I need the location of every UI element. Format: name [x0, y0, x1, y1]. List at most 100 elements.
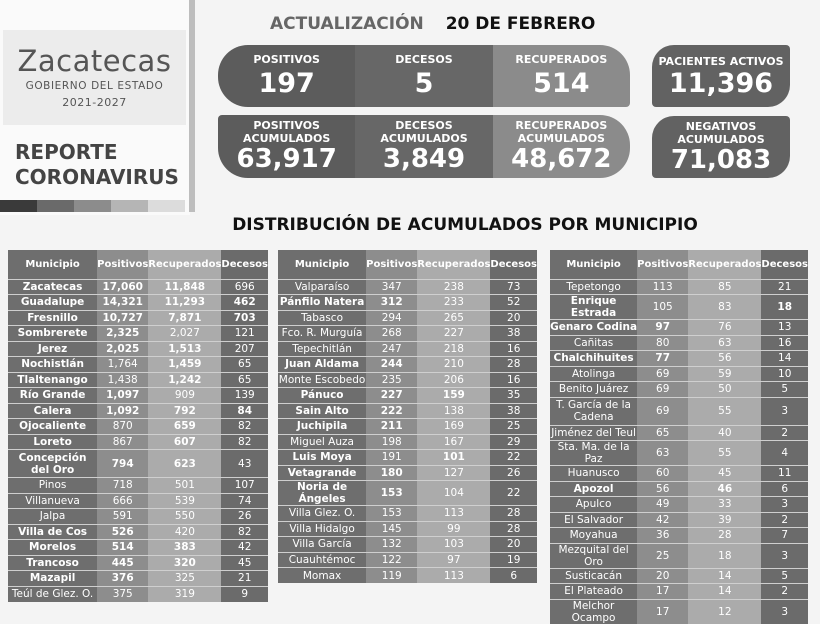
table-row: Nochistlán 1,764 1,459 65 [8, 356, 268, 372]
cell-recuperados: 210 [417, 356, 491, 372]
header-row: Municipio Positivos Recuperados Decesos [8, 250, 268, 279]
color-swatch [111, 200, 148, 212]
cell-municipio: Pánfilo Natera [278, 294, 367, 310]
cell-municipio: Villa García [278, 536, 367, 552]
cell-decesos: 43 [221, 449, 268, 478]
cell-decesos: 10 [761, 365, 808, 382]
cell-decesos: 16 [490, 340, 537, 357]
cell-recuperados: 56 [688, 350, 762, 366]
cell-recuperados: 45 [688, 465, 762, 481]
table-row: Ojocaliente 870 659 82 [8, 418, 268, 434]
cell-decesos: 16 [761, 334, 808, 351]
cell-positivos: 1,764 [97, 356, 149, 372]
stat-value: 71,083 [670, 145, 772, 175]
cell-municipio: Luis Moya [278, 449, 367, 465]
cell-recuperados: 1,242 [148, 371, 222, 388]
cell-municipio: Genaro Codina [550, 319, 638, 335]
municipality-table-3: Municipio Positivos Recuperados Decesos Tepe… [550, 250, 808, 624]
table-row: Tepechitlán 247 218 16 [278, 340, 537, 357]
column-header-recuperados: Recuperados [417, 250, 491, 279]
cell-municipio: Huanusco [550, 465, 638, 481]
stat-value: 197 [258, 68, 315, 99]
cell-positivos: 132 [366, 536, 418, 552]
table-row: Cuauhtémoc 122 97 19 [278, 551, 537, 568]
table-row: T. García de la Cadena 69 55 3 [550, 396, 808, 425]
cell-recuperados: 792 [148, 402, 222, 419]
cell-municipio: Tabasco [278, 309, 367, 326]
cell-positivos: 105 [637, 294, 689, 320]
table-row: El Plateado 17 14 2 [550, 583, 808, 599]
cell-municipio: Jiménez del Teul [550, 424, 638, 441]
table-row: Jalpa 591 550 26 [8, 508, 268, 524]
cell-decesos: 38 [490, 402, 537, 419]
table-row: Villa de Cos 526 420 82 [8, 523, 268, 540]
cell-recuperados: 7,871 [148, 309, 222, 326]
cell-recuperados: 104 [417, 480, 491, 506]
cell-decesos: 139 [221, 387, 268, 403]
cell-recuperados: 18 [688, 542, 762, 568]
cell-positivos: 180 [366, 464, 418, 481]
cell-decesos: 29 [490, 433, 537, 450]
cell-positivos: 17 [637, 583, 689, 599]
cell-municipio: Tlaltenango [8, 371, 98, 388]
cell-positivos: 80 [637, 334, 689, 351]
cell-municipio: Fresnillo [8, 309, 98, 326]
cell-positivos: 2,325 [97, 325, 149, 341]
cell-decesos: 65 [221, 356, 268, 372]
cell-decesos: 5 [761, 567, 808, 584]
cell-positivos: 198 [366, 433, 418, 450]
cell-positivos: 347 [366, 278, 418, 295]
cell-positivos: 870 [97, 418, 149, 434]
cell-decesos: 3 [761, 396, 808, 425]
table-row: Monte Escobedo 235 206 16 [278, 371, 537, 388]
cell-positivos: 122 [366, 551, 418, 568]
daily-recuperados: RECUPERADOS 514 [492, 45, 630, 107]
cell-positivos: 56 [637, 480, 689, 497]
table-row: Juan Aldama 244 210 28 [278, 356, 537, 372]
cell-decesos: 28 [490, 356, 537, 372]
stat-value: 11,396 [668, 68, 774, 99]
stat-value: 514 [533, 68, 590, 99]
color-swatch [37, 200, 74, 212]
cell-positivos: 42 [637, 511, 689, 528]
cumulative-recuperados: RECUPERADOS ACUMULADOS 48,672 [492, 115, 630, 178]
cell-municipio: Apozol [550, 480, 638, 497]
table-row: Momax 119 113 6 [278, 567, 537, 583]
stat-value: 48,672 [511, 144, 612, 174]
cell-positivos: 268 [366, 325, 418, 341]
table-row: Concepción del Oro 794 623 43 [8, 449, 268, 478]
cell-positivos: 119 [366, 567, 418, 583]
municipality-table-2: Municipio Positivos Recuperados Decesos Valp… [278, 250, 537, 583]
cell-decesos: 107 [221, 477, 268, 493]
cell-municipio: Zacatecas [8, 278, 98, 295]
government-logo: Zacatecas GOBIERNO DEL ESTADO 2021-2027 [3, 30, 186, 125]
logo-subtitle: GOBIERNO DEL ESTADO [25, 80, 164, 92]
cell-municipio: Cuauhtémoc [278, 551, 367, 568]
cell-positivos: 49 [637, 496, 689, 512]
cell-recuperados: 539 [148, 492, 222, 509]
cell-municipio: Cañitas [550, 334, 638, 351]
cell-municipio: Momax [278, 567, 367, 583]
cell-municipio: Moyahua [550, 527, 638, 543]
cell-municipio: El Salvador [550, 511, 638, 528]
table-row: Trancoso 445 320 45 [8, 554, 268, 571]
color-swatch [0, 200, 37, 212]
table-row: Benito Juárez 69 50 5 [550, 381, 808, 397]
cell-recuperados: 50 [688, 381, 762, 397]
cell-decesos: 21 [221, 570, 268, 586]
cell-positivos: 514 [97, 539, 149, 555]
negatives-cumulative: NEGATIVOS ACUMULADOS 71,083 [652, 116, 790, 178]
table-row: Loreto 867 607 82 [8, 433, 268, 450]
cell-decesos: 28 [490, 520, 537, 537]
cell-positivos: 36 [637, 527, 689, 543]
column-header-decesos: Decesos [761, 250, 808, 279]
cell-positivos: 153 [366, 480, 418, 506]
cell-decesos: 28 [490, 505, 537, 521]
cell-positivos: 69 [637, 381, 689, 397]
cell-municipio: Ojocaliente [8, 418, 98, 434]
cell-recuperados: 420 [148, 523, 222, 540]
cell-recuperados: 550 [148, 508, 222, 524]
report-title-line1: REPORTE [15, 140, 118, 164]
cell-municipio: T. García de la Cadena [550, 396, 638, 425]
cell-recuperados: 607 [148, 433, 222, 450]
